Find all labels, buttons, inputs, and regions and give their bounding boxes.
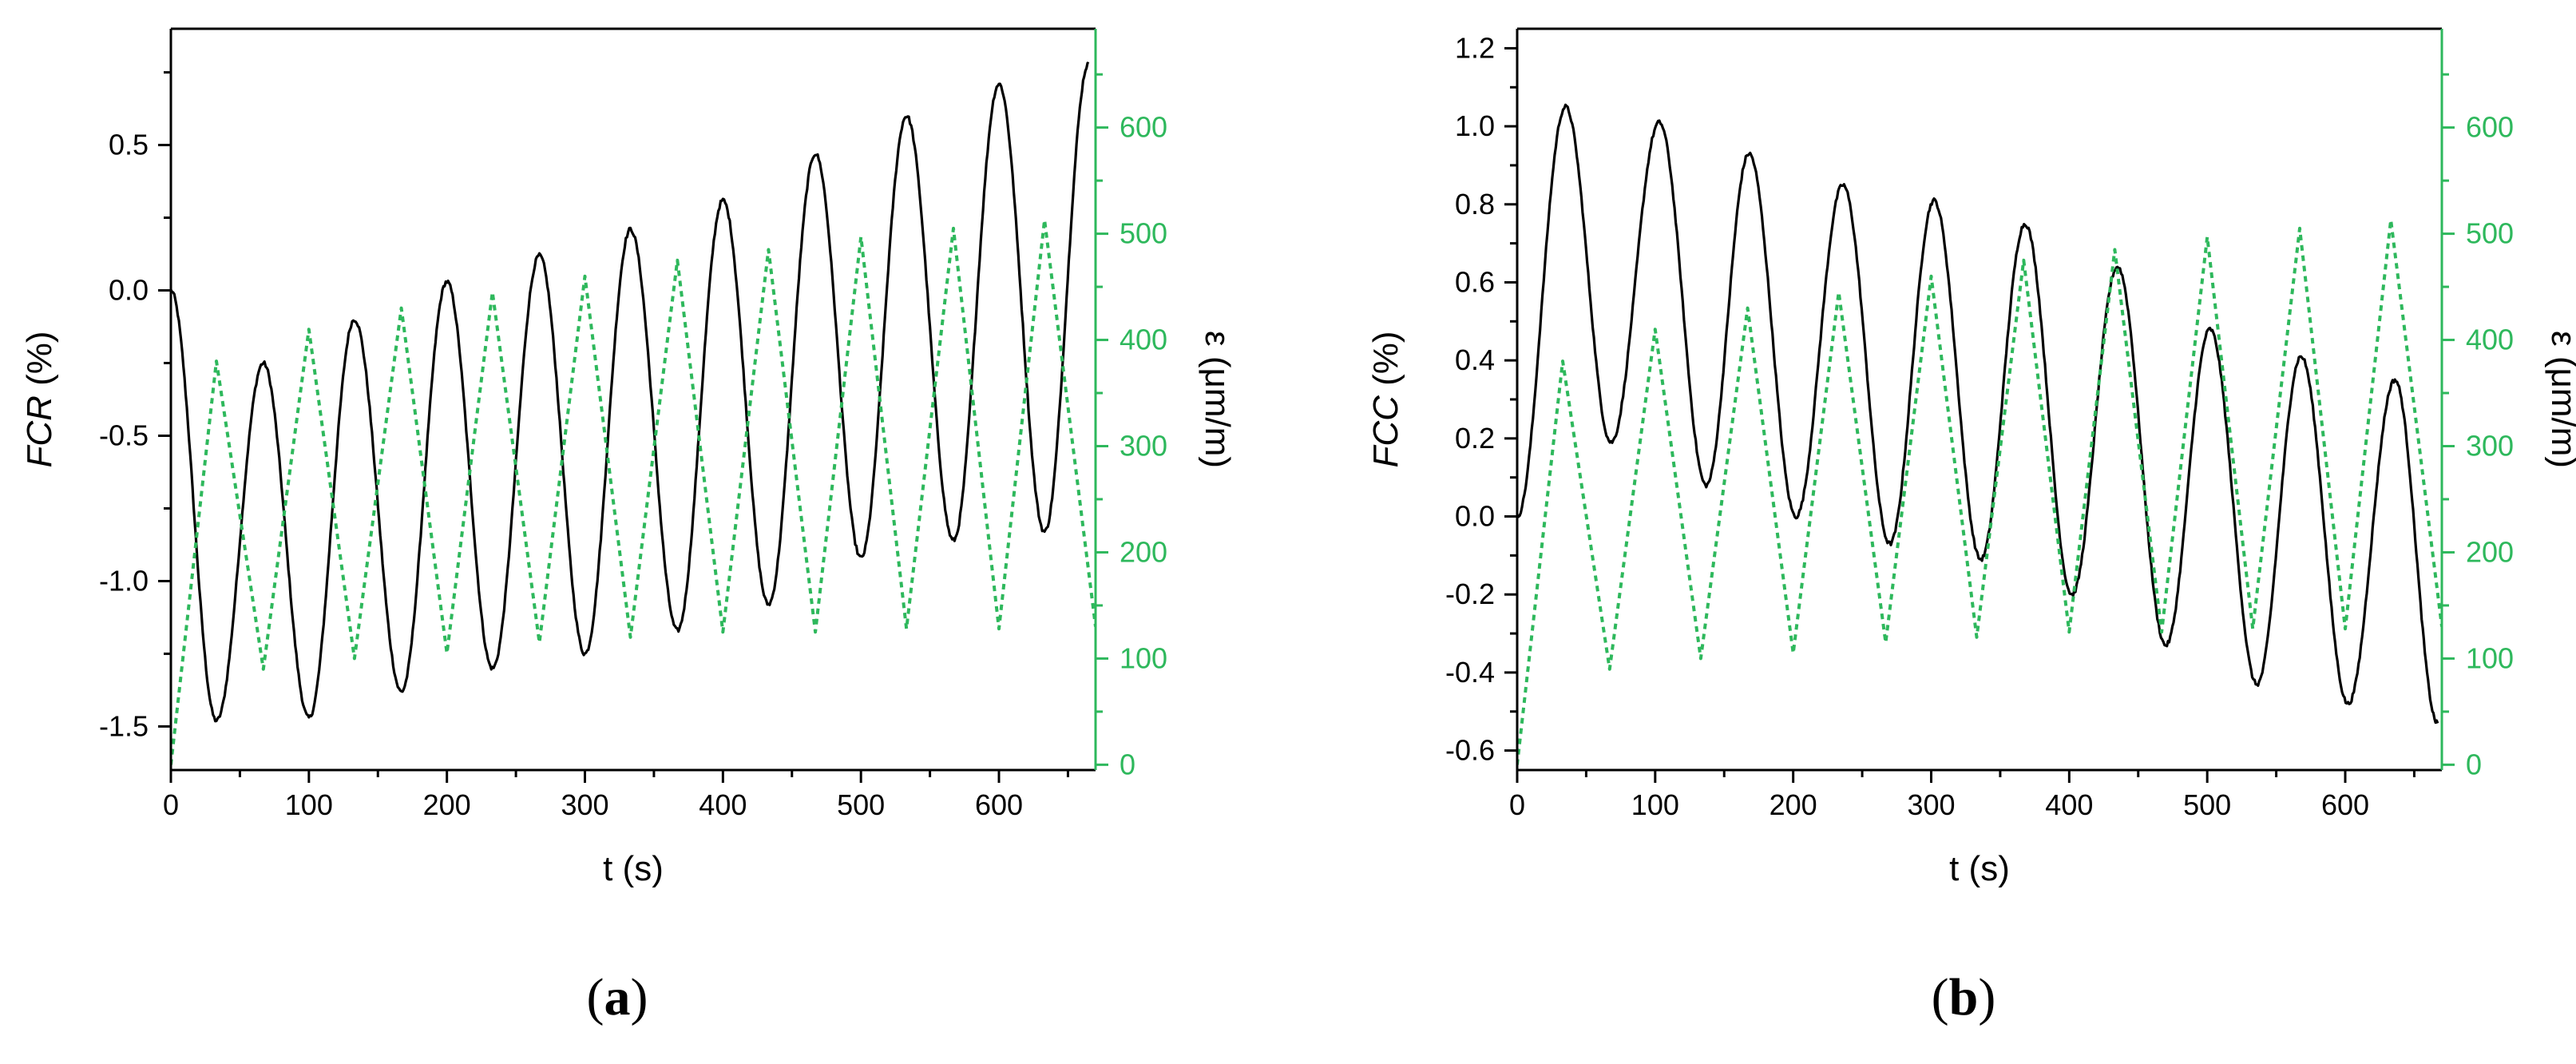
y-axis-title-unit: (%) <box>1366 331 1405 395</box>
x-tick-label: 500 <box>837 788 885 821</box>
x-axis-title: t (s) <box>1949 849 2010 888</box>
y2-axis-title: ε (μm/m) <box>2544 331 2576 468</box>
y-tick-label: 0.0 <box>109 274 149 307</box>
y2-tick-label: 400 <box>2466 324 2514 356</box>
y-tick-label: 1.2 <box>1455 31 1495 64</box>
x-axis-title: t (s) <box>603 849 664 888</box>
x-tick-label: 100 <box>1631 788 1679 821</box>
y-tick-label: 0.5 <box>109 129 149 161</box>
y2-axis-ticks: 0 100 200 300 400 500 600 <box>1096 73 1167 780</box>
x-tick-label: 200 <box>423 788 471 821</box>
y-tick-label: -0.4 <box>1445 656 1495 689</box>
y-tick-label: -0.6 <box>1445 734 1495 767</box>
y-axis-title: FCR (%) <box>20 331 59 467</box>
chart-panel-a: 0 100 200 300 400 500 600 -1.5 -1.0 -0.5 0.0 0.5 0… <box>20 27 1237 1026</box>
y2-tick-label: 300 <box>2466 429 2514 462</box>
y-axis-title-variable: FCC <box>1366 395 1405 468</box>
y-axis-title-unit: (%) <box>20 331 59 395</box>
panel-letter: a <box>604 968 631 1026</box>
y2-tick-label: 100 <box>1120 641 1167 674</box>
y2-tick-label: 0 <box>2466 748 2482 780</box>
y-tick-label: -1.0 <box>99 564 149 597</box>
y-tick-label: -1.5 <box>99 709 149 742</box>
y2-axis-ticks: 0 100 200 300 400 500 600 <box>2442 73 2514 780</box>
y2-axis-title: ε (μm/m) <box>1198 331 1237 468</box>
y-axis-ticks: -1.5 -1.0 -0.5 0.0 0.5 <box>99 71 171 742</box>
y2-tick-label: 500 <box>2466 217 2514 250</box>
strain-series-line <box>1517 218 2442 765</box>
y-axis-ticks: -0.6 -0.4 -0.2 0.0 0.2 0.4 0.6 0.8 1.0 1.2 <box>1445 31 1517 767</box>
panel-letter: b <box>1949 968 1979 1026</box>
y2-tick-label: 400 <box>1120 324 1167 356</box>
y2-tick-label: 200 <box>2466 535 2514 568</box>
y2-tick-label: 300 <box>1120 429 1167 462</box>
response-series-line <box>171 62 1090 723</box>
y-tick-label: 0.6 <box>1455 265 1495 298</box>
x-tick-label: 300 <box>561 788 608 821</box>
y-axis-title-variable: FCR <box>20 395 59 467</box>
x-axis-ticks: 0 100 200 300 400 500 600 <box>163 770 1069 821</box>
y-tick-label: 1.0 <box>1455 109 1495 142</box>
y2-tick-label: 200 <box>1120 535 1167 568</box>
y-tick-label: 0.2 <box>1455 422 1495 455</box>
strain-series-line <box>171 218 1096 765</box>
x-tick-label: 400 <box>2045 788 2093 821</box>
panel-label-b: (b) <box>1932 968 1996 1026</box>
y-tick-label: 0.0 <box>1455 500 1495 533</box>
x-tick-label: 600 <box>2321 788 2369 821</box>
y-tick-label: -0.5 <box>99 419 149 451</box>
panel-label-a: (a) <box>587 968 648 1026</box>
y2-tick-label: 100 <box>2466 641 2514 674</box>
chart-panel-b: 0 100 200 300 400 500 600 -0.6 -0.4 -0.2 0.0 0.2 0.… <box>1366 27 2576 1026</box>
axes-frame <box>1516 27 2443 772</box>
y-tick-label: -0.2 <box>1445 578 1495 610</box>
x-tick-label: 100 <box>285 788 333 821</box>
plot-lines <box>171 62 1096 765</box>
y2-tick-label: 0 <box>1120 748 1135 780</box>
x-tick-label: 0 <box>1509 788 1525 821</box>
y-axis-title: FCC (%) <box>1366 331 1405 467</box>
y-tick-label: 0.8 <box>1455 188 1495 220</box>
x-tick-label: 500 <box>2183 788 2231 821</box>
x-tick-label: 0 <box>163 788 179 821</box>
plot-lines <box>1517 103 2442 765</box>
x-axis-ticks: 0 100 200 300 400 500 600 <box>1509 770 2415 821</box>
x-tick-label: 200 <box>1770 788 1817 821</box>
y-tick-label: 0.4 <box>1455 343 1495 376</box>
x-tick-label: 600 <box>975 788 1023 821</box>
axes-frame <box>169 27 1097 772</box>
x-tick-label: 400 <box>699 788 747 821</box>
response-series-line <box>1517 103 2439 725</box>
y2-tick-label: 500 <box>1120 217 1167 250</box>
x-tick-label: 300 <box>1907 788 1955 821</box>
y2-tick-label: 600 <box>1120 111 1167 144</box>
y2-tick-label: 600 <box>2466 111 2514 144</box>
